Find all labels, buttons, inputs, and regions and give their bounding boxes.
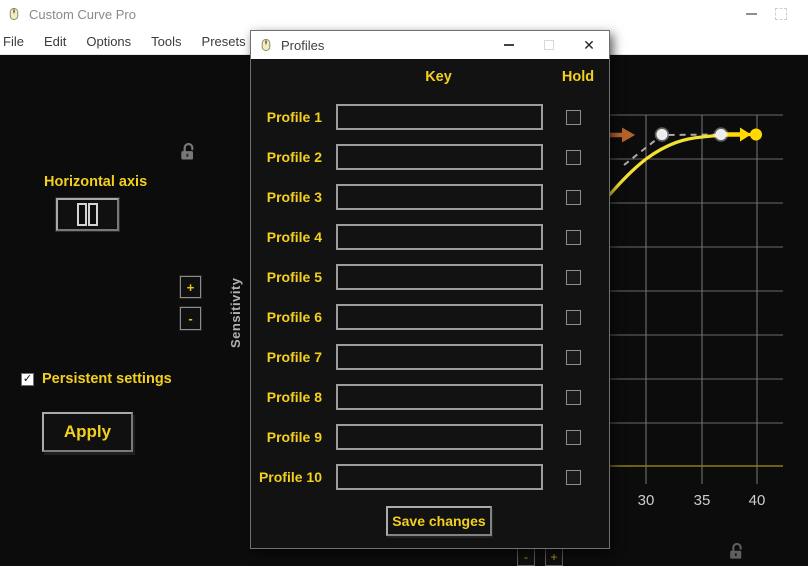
profile-10-hold-checkbox[interactable] (566, 469, 581, 485)
profile-6-label: Profile 6 (266, 309, 322, 325)
x-tick-40: 40 (748, 492, 766, 509)
profile-4-hold-checkbox[interactable] (566, 229, 581, 245)
menu-edit[interactable]: Edit (43, 33, 67, 49)
x-tick-30: 30 (637, 492, 655, 509)
dialog-mouse-icon (259, 38, 273, 52)
profile-7-key-input[interactable] (336, 344, 543, 370)
main-titlebar: Custom Curve Pro (0, 0, 808, 28)
profile-8-label: Profile 8 (266, 389, 322, 405)
vertical-gridlines (645, 115, 758, 484)
dialog-minimize-icon (504, 44, 514, 46)
persistent-settings-row: ✓ Persistent settings (21, 371, 172, 387)
profile-9-key-input[interactable] (336, 424, 543, 450)
persistent-settings-label: Persistent settings (42, 371, 172, 387)
hold-column-header: Hold (561, 69, 595, 85)
profile-7-label: Profile 7 (266, 349, 322, 365)
maximize-icon (775, 8, 787, 20)
horizontal-axis-button[interactable] (56, 198, 119, 231)
profile-10-label: Profile 10 (258, 469, 322, 485)
profile-8-key-input[interactable] (336, 384, 543, 410)
maximize-button[interactable] (766, 0, 796, 28)
dialog-maximize-button[interactable] (529, 31, 569, 59)
profile-6-hold-checkbox[interactable] (566, 309, 581, 325)
chart-unlock-icon[interactable] (727, 542, 746, 566)
profiles-dialog-titlebar: Profiles ✕ (251, 31, 609, 59)
profile-10-key-input[interactable] (336, 464, 543, 490)
profile-row: Profile 9 (251, 417, 609, 457)
profile-4-key-input[interactable] (336, 224, 543, 250)
chart-zoom-in-button[interactable]: + (545, 548, 563, 566)
sensitivity-axis-label: Sensitivity (228, 277, 243, 348)
minimize-button[interactable] (736, 0, 766, 28)
persistent-settings-checkbox[interactable]: ✓ (21, 373, 34, 386)
menu-presets[interactable]: Presets (201, 33, 246, 49)
profile-9-hold-checkbox[interactable] (566, 429, 581, 445)
control-point-end[interactable] (750, 128, 762, 141)
mouse-left-button-icon (77, 203, 87, 226)
profile-6-key-input[interactable] (336, 304, 543, 330)
x-tick-35: 35 (693, 492, 711, 509)
profile-2-key-input[interactable] (336, 144, 543, 170)
profile-1-key-input[interactable] (336, 104, 543, 130)
save-changes-button[interactable]: Save changes (386, 506, 492, 536)
guide-dashed-line (623, 133, 722, 166)
profile-5-label: Profile 5 (266, 269, 322, 285)
sensitivity-curve-chart (580, 114, 783, 484)
profile-8-hold-checkbox[interactable] (566, 389, 581, 405)
profile-9-label: Profile 9 (266, 429, 322, 445)
mouse-right-button-icon (88, 203, 98, 226)
dialog-column-headers: Key Hold (251, 69, 609, 93)
dialog-maximize-icon (544, 40, 554, 50)
profile-row: Profile 10 (251, 457, 609, 497)
profile-row: Profile 8 (251, 377, 609, 417)
control-point-1[interactable] (654, 127, 670, 142)
profile-2-label: Profile 2 (266, 149, 322, 165)
horizontal-axis-label: Horizontal axis (44, 174, 148, 190)
profile-row: Profile 7 (251, 337, 609, 377)
profile-row: Profile 5 (251, 257, 609, 297)
profile-4-label: Profile 4 (266, 229, 322, 245)
control-point-2[interactable] (713, 127, 729, 142)
menu-options[interactable]: Options (86, 33, 132, 49)
profile-5-key-input[interactable] (336, 264, 543, 290)
dialog-close-button[interactable]: ✕ (583, 36, 595, 53)
profiles-dialog: Profiles ✕ Key Hold Profile 1 Profile 2 … (250, 30, 610, 549)
profile-7-hold-checkbox[interactable] (566, 349, 581, 365)
menu-tools[interactable]: Tools (151, 33, 182, 49)
sensitivity-increase-button[interactable]: + (180, 276, 201, 298)
app-mouse-icon (7, 7, 21, 21)
menu-file[interactable]: File (3, 33, 24, 49)
profile-5-hold-checkbox[interactable] (566, 269, 581, 285)
dialog-minimize-button[interactable] (489, 31, 529, 59)
profile-3-label: Profile 3 (266, 189, 322, 205)
profile-row: Profile 6 (251, 297, 609, 337)
profile-row: Profile 2 (251, 137, 609, 177)
profile-3-hold-checkbox[interactable] (566, 189, 581, 205)
profile-row: Profile 4 (251, 217, 609, 257)
sensitivity-decrease-button[interactable]: - (180, 307, 201, 330)
profile-1-hold-checkbox[interactable] (566, 109, 581, 125)
profile-3-key-input[interactable] (336, 184, 543, 210)
profile-row: Profile 1 (251, 97, 609, 137)
apply-button[interactable]: Apply (42, 412, 133, 452)
minimize-icon (745, 13, 757, 15)
profile-row: Profile 3 (251, 177, 609, 217)
window-title: Custom Curve Pro (29, 6, 136, 22)
profile-2-hold-checkbox[interactable] (566, 149, 581, 165)
dialog-title: Profiles (281, 37, 325, 53)
horizontal-gridlines (580, 114, 783, 424)
chart-zoom-out-button[interactable]: - (517, 548, 535, 566)
axis-unlock-icon[interactable] (178, 142, 198, 167)
key-column-header: Key (425, 69, 452, 85)
profile-1-label: Profile 1 (266, 109, 322, 125)
